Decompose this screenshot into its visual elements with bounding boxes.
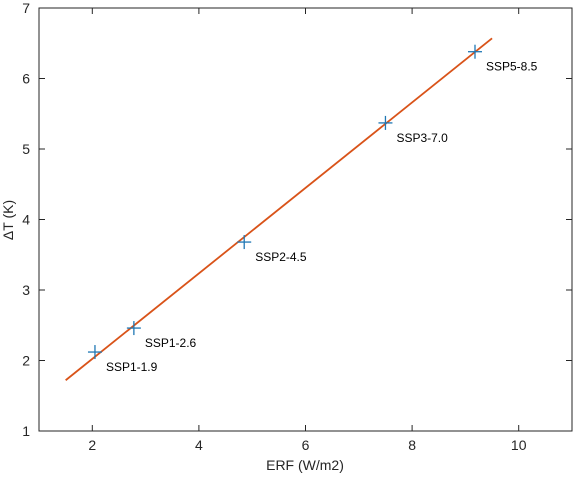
y-axis-ticks: 1 2 3 4 5 6 7 — [22, 0, 572, 439]
marker-layer — [87, 44, 482, 360]
data-point-label: SSP1-2.6 — [145, 336, 197, 350]
x-tick-label: 6 — [302, 437, 310, 453]
fit-line-layer — [65, 37, 493, 381]
x-tick-label: 4 — [195, 437, 203, 453]
plot-area — [38, 7, 573, 432]
data-point-label: SSP2-4.5 — [255, 250, 307, 264]
y-tick-label: 7 — [22, 0, 30, 16]
data-point — [378, 115, 393, 130]
x-axis-label: ERF (W/m2) — [266, 457, 344, 473]
data-point — [126, 321, 141, 336]
x-tick-label: 2 — [88, 437, 96, 453]
x-tick-label: 8 — [408, 437, 416, 453]
y-tick-label: 3 — [22, 282, 30, 298]
y-tick-label: 6 — [22, 71, 30, 87]
point-label-layer: SSP1-1.9 SSP1-2.6 SSP2-4.5 SSP3-7.0 SSP5-8.5 — [106, 60, 538, 374]
data-point — [467, 44, 482, 59]
data-point-label: SSP1-1.9 — [106, 360, 158, 374]
fit-line — [65, 37, 493, 381]
x-tick-label: 10 — [511, 437, 527, 453]
y-tick-label: 1 — [22, 423, 30, 439]
x-axis-ticks: 2 4 6 8 10 — [88, 8, 527, 453]
y-tick-label: 4 — [22, 212, 30, 228]
y-tick-label: 5 — [22, 141, 30, 157]
data-point-label: SSP5-8.5 — [486, 60, 538, 74]
data-point — [237, 235, 252, 250]
data-point — [87, 345, 102, 360]
y-tick-label: 2 — [22, 353, 30, 369]
y-axis-label: ΔT (K) — [0, 200, 16, 240]
data-point-label: SSP3-7.0 — [396, 131, 448, 145]
